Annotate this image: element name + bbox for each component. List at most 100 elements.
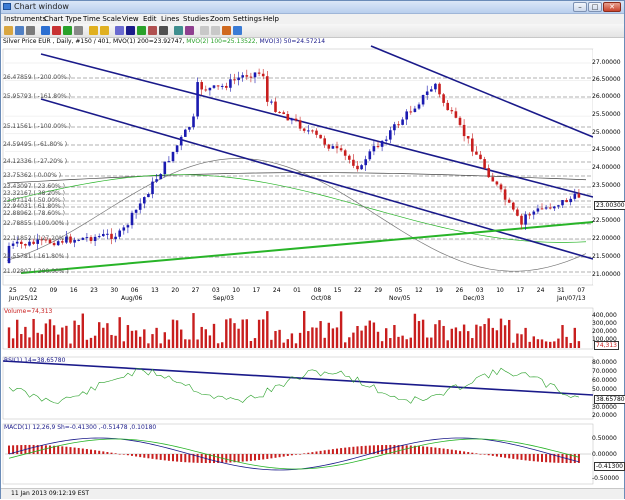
menu-time-scale[interactable]: Time Scale	[83, 15, 122, 23]
menu-edit[interactable]: Edit	[143, 15, 157, 23]
candle-chart-icon[interactable]	[52, 26, 61, 35]
window-title: Chart window	[14, 2, 69, 11]
menu-studies[interactable]: Studies	[183, 15, 209, 23]
time-month-label: Jan/07/13	[557, 295, 586, 302]
line-chart-icon[interactable]	[63, 26, 72, 35]
menu-view[interactable]: View	[122, 15, 139, 23]
fib-label-7: 23.32167 ( 38.20% )	[3, 190, 65, 197]
menu-settings[interactable]: Settings	[233, 15, 262, 23]
mvo1-label: 150 / 401, MVO(1) 200=23.92747,	[80, 38, 185, 45]
settings-icon[interactable]	[185, 26, 194, 35]
candle-body	[7, 245, 11, 263]
studies-icon[interactable]	[174, 26, 183, 35]
macd-histogram-bar	[336, 448, 338, 454]
macd-histogram-bar	[545, 454, 548, 463]
volume-bar	[487, 318, 490, 348]
volume-bar	[372, 322, 376, 348]
candle-body	[458, 117, 462, 125]
volume-bar	[385, 328, 388, 348]
menu-zoom[interactable]: Zoom	[210, 15, 231, 23]
volume-bar	[462, 324, 466, 348]
candle-body	[413, 108, 417, 113]
volume-bar	[516, 333, 519, 348]
candle-body	[356, 165, 359, 170]
candle-body	[331, 146, 335, 149]
save-icon[interactable]	[15, 26, 24, 35]
time-tick-label: 13	[151, 287, 159, 294]
macd-histogram-bar	[340, 448, 343, 454]
text-tool-icon[interactable]	[159, 26, 168, 35]
macd-histogram-bar	[307, 452, 310, 454]
macd-signal-line	[8, 438, 579, 470]
macd-histogram-bar	[409, 445, 412, 454]
maximize-button[interactable]: □	[588, 2, 602, 12]
volume-bar	[221, 342, 224, 348]
menu-bar: Instruments Chart Type Time Scale View E…	[1, 14, 624, 24]
refresh-icon[interactable]	[222, 26, 231, 35]
volume-bar	[229, 318, 232, 348]
crosshair-icon[interactable]	[115, 26, 124, 35]
volume-panel-frame	[2, 307, 594, 350]
fibonacci-icon[interactable]	[148, 26, 157, 35]
macd-histogram-bar	[311, 452, 314, 454]
close-button[interactable]: ✕	[603, 2, 621, 12]
volume-bar	[44, 323, 48, 348]
time-tick-label: 17	[516, 287, 525, 294]
candle-body	[577, 193, 581, 198]
area-chart-icon[interactable]	[74, 26, 83, 35]
candle-body	[56, 241, 60, 246]
zoom-out-icon[interactable]	[100, 26, 109, 35]
volume-tick-2: 200,000	[592, 328, 617, 335]
menu-help[interactable]: Help	[263, 15, 279, 23]
volume-bar	[212, 323, 216, 348]
menu-instruments[interactable]: Instruments	[4, 15, 47, 23]
macd-histogram-bar	[364, 445, 367, 454]
scroll-left-icon[interactable]	[200, 26, 209, 35]
print-icon[interactable]	[26, 26, 35, 35]
candle-body	[434, 83, 437, 90]
volume-bar	[294, 343, 298, 348]
candle-body	[200, 82, 203, 90]
macd-histogram-bar	[323, 450, 326, 454]
trendline-icon[interactable]	[126, 26, 135, 35]
candle-body	[192, 116, 195, 128]
rsi-current-tag: 38.65780	[594, 395, 625, 404]
macd-tick-0: 0.50000	[592, 435, 617, 442]
time-month-label: Nov/05	[389, 295, 411, 302]
volume-bar	[32, 318, 35, 348]
volume-bar	[553, 341, 556, 348]
price-panel-frame	[2, 48, 594, 286]
candle-body	[393, 124, 396, 131]
macd-histogram-bar	[229, 454, 232, 463]
menu-lines[interactable]: Lines	[161, 15, 180, 23]
volume-bar	[85, 339, 89, 348]
volume-bar	[69, 343, 72, 348]
macd-histogram-bar	[114, 453, 117, 454]
volume-bar	[290, 333, 294, 348]
macd-histogram-bar	[500, 454, 502, 458]
volume-bar	[471, 338, 474, 348]
volume-bar	[98, 322, 101, 348]
zoom-in-icon[interactable]	[89, 26, 98, 35]
volume-bar	[180, 329, 183, 348]
candle-body	[339, 148, 343, 151]
candle-body	[212, 85, 216, 88]
macd-histogram-bar	[90, 449, 92, 454]
help-icon[interactable]	[233, 26, 242, 35]
candle-body	[48, 239, 52, 244]
bar-chart-icon[interactable]	[41, 26, 50, 35]
minimize-button[interactable]: –	[573, 2, 587, 12]
scroll-right-icon[interactable]	[211, 26, 220, 35]
menu-chart-type[interactable]: Chart Type	[44, 15, 82, 23]
candle-body	[15, 241, 19, 244]
volume-bar	[450, 328, 453, 348]
channel-icon[interactable]	[137, 26, 146, 35]
macd-histogram-bar	[274, 454, 277, 458]
volume-bar	[393, 325, 396, 348]
candle-body	[450, 110, 454, 112]
candle-body	[409, 111, 413, 113]
time-tick-label: 02	[29, 287, 37, 294]
open-icon[interactable]	[4, 26, 13, 35]
